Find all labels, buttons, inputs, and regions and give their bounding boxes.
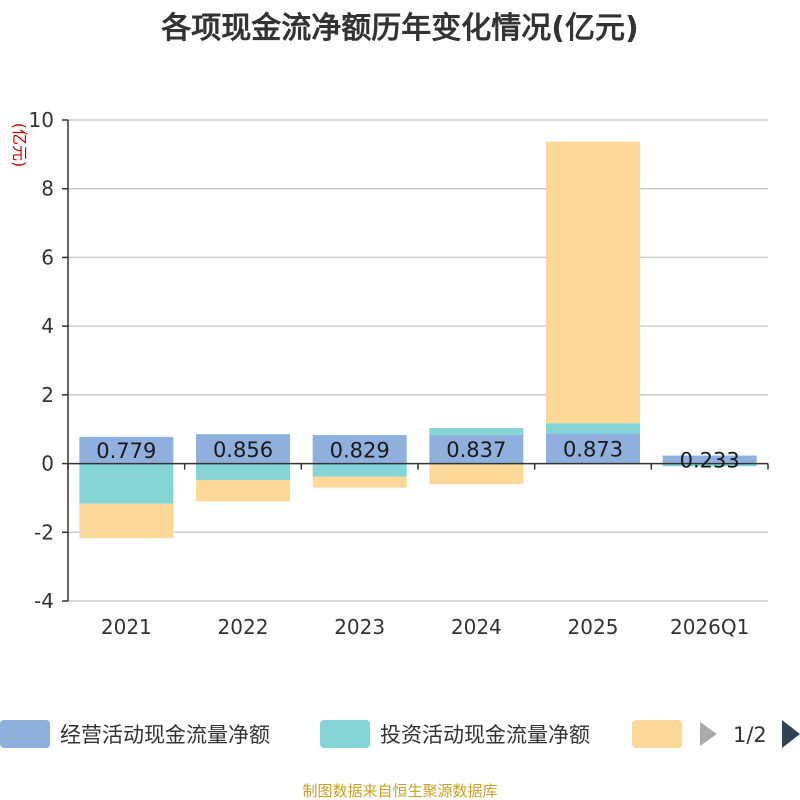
grid bbox=[68, 119, 768, 602]
bar-investing-2023[interactable] bbox=[312, 463, 407, 477]
x-tick-label: 2026Q1 bbox=[670, 615, 749, 639]
bar-financing-2024[interactable] bbox=[429, 463, 524, 485]
legend-label-investing[interactable]: 投资活动现金流量净额 bbox=[380, 723, 590, 747]
x-tick-label: 2021 bbox=[101, 615, 152, 639]
x-tick-label: 2022 bbox=[218, 615, 269, 639]
bar-investing-2021[interactable] bbox=[79, 463, 174, 504]
data-label-2022: 0.856 bbox=[213, 438, 273, 462]
y-tick-label: 10 bbox=[29, 108, 54, 132]
bar-operating-2022[interactable] bbox=[196, 434, 290, 464]
bar-investing-2024[interactable] bbox=[429, 427, 524, 435]
data-source: 制图数据来自恒生聚源数据库 bbox=[302, 782, 497, 800]
legend-next-page-icon[interactable] bbox=[782, 720, 800, 748]
data-label-2024: 0.837 bbox=[446, 438, 506, 462]
bar-operating-2024[interactable] bbox=[429, 434, 524, 464]
data-label-2026Q1: 0.233 bbox=[680, 449, 740, 473]
y-tick-label: 4 bbox=[41, 314, 54, 338]
x-tick-label: 2025 bbox=[568, 615, 619, 639]
y-tick-label: -4 bbox=[34, 589, 54, 613]
y-tick-label: 8 bbox=[41, 177, 54, 201]
legend-label-operating[interactable]: 经营活动现金流量净额 bbox=[60, 723, 270, 747]
bar-financing-2023[interactable] bbox=[312, 476, 407, 488]
chart-title: 各项现金流净额历年变化情况(亿元) bbox=[160, 11, 638, 46]
y-tick-label: -2 bbox=[34, 520, 54, 544]
bar-operating-2025[interactable] bbox=[546, 433, 640, 464]
y-tick-label: 6 bbox=[41, 245, 54, 269]
data-label-2025: 0.873 bbox=[563, 438, 623, 462]
bar-investing-2025[interactable] bbox=[546, 423, 640, 434]
legend-prev-page-icon[interactable] bbox=[700, 722, 717, 746]
y-tick-label: 0 bbox=[41, 452, 54, 476]
legend-swatch-financing[interactable] bbox=[632, 720, 682, 748]
data-label-2023: 0.829 bbox=[330, 438, 390, 462]
bar-investing-2022[interactable] bbox=[196, 463, 290, 481]
bar-investing-2026Q1[interactable] bbox=[662, 463, 757, 467]
x-tick-label: 2024 bbox=[451, 615, 502, 639]
bar-financing-2021[interactable] bbox=[79, 503, 174, 539]
bar-operating-2026Q1[interactable] bbox=[662, 455, 757, 464]
axes: 10 8 6 4 2 0 -2 -4 2021 2022 2023 2024 2025 2026Q1 bbox=[29, 108, 769, 639]
legend[interactable]: 经营活动现金流量净额 投资活动现金流量净额 1/2 bbox=[0, 720, 800, 748]
y-axis-unit: (亿元) bbox=[10, 123, 29, 168]
bar-operating-2023[interactable] bbox=[312, 435, 407, 464]
x-tick-label: 2023 bbox=[334, 615, 385, 639]
y-tick-label: 2 bbox=[41, 383, 54, 407]
data-label-2021: 0.779 bbox=[96, 439, 156, 463]
legend-page-indicator: 1/2 bbox=[733, 723, 767, 747]
legend-swatch-operating[interactable] bbox=[0, 720, 50, 748]
data-labels: 0.779 0.856 0.829 0.837 0.873 0.233 bbox=[96, 438, 739, 473]
legend-swatch-investing[interactable] bbox=[320, 720, 370, 748]
bar-financing-2022[interactable] bbox=[196, 480, 290, 502]
bar-operating-2021[interactable] bbox=[79, 436, 174, 464]
bar-financing-2025[interactable] bbox=[546, 141, 640, 424]
bars bbox=[79, 141, 757, 539]
